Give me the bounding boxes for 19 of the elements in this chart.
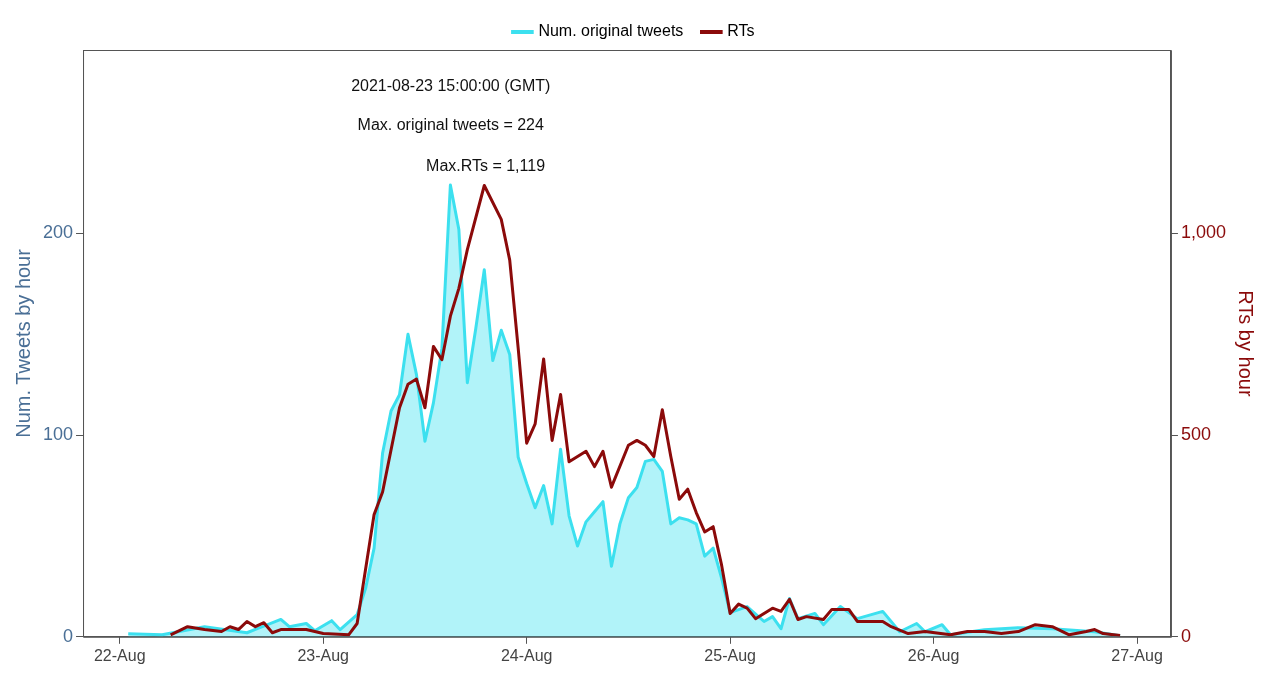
y2-tick-label: 500 xyxy=(1180,424,1211,445)
y-tick-label: 200 xyxy=(42,222,74,243)
x-tick-label: 26-Aug xyxy=(907,646,960,664)
x-tick-label: 22-Aug xyxy=(93,646,146,664)
annotation: Max. original tweets = 224 xyxy=(357,115,545,133)
annotation: Max.RTs = 1,119 xyxy=(426,156,546,174)
y2-tick-label: 1,000 xyxy=(1180,222,1226,243)
y-tick-label: 100 xyxy=(42,424,74,445)
legend-label: RTs xyxy=(727,22,755,40)
legend-label: Num. original tweets xyxy=(538,22,684,40)
x-tick-label: 25-Aug xyxy=(704,646,756,664)
annotation: 2021-08-23 15:00:00 (GMT) xyxy=(351,76,551,94)
y-axis-title: Num. Tweets by hour xyxy=(11,248,34,438)
x-tick-label: 24-Aug xyxy=(500,646,553,664)
y2-tick-label: 0 xyxy=(1180,625,1191,646)
x-tick-label: 27-Aug xyxy=(1111,646,1163,664)
y-tick-label: 0 xyxy=(63,625,74,646)
x-tick-label: 23-Aug xyxy=(297,646,350,664)
y2-axis-title: RTs by hour xyxy=(1235,290,1258,397)
